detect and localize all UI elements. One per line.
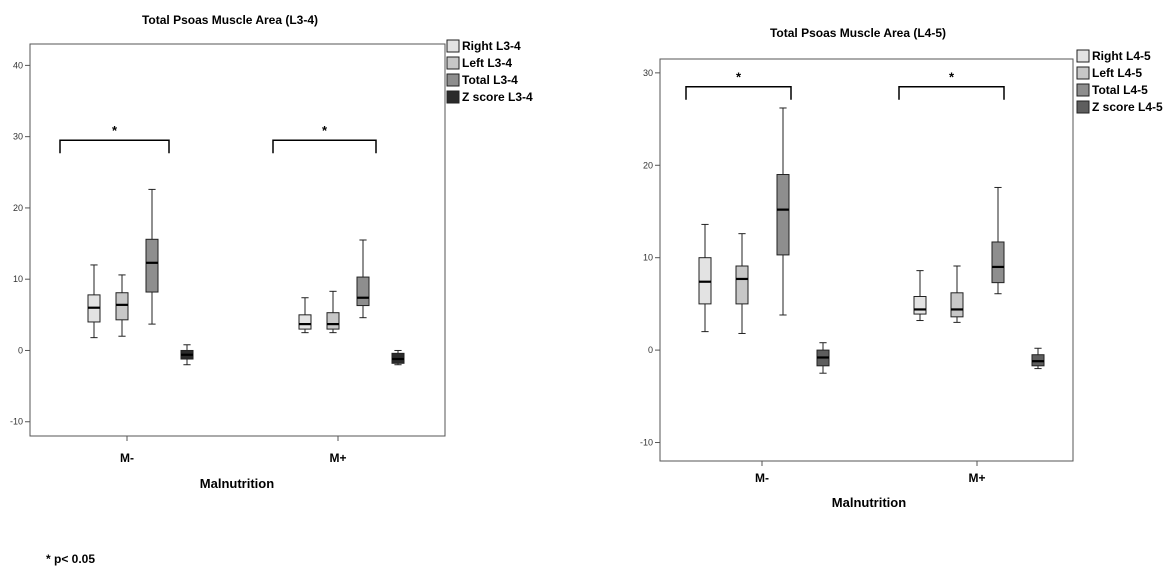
significance-bracket (272, 139, 377, 154)
y-tick-label: -10 (640, 438, 653, 448)
box (326, 312, 340, 330)
y-tick-label: 10 (643, 253, 653, 263)
y-tick-label: 0 (648, 345, 653, 355)
y-tick-label: 20 (13, 203, 23, 213)
significance-marker: * (322, 123, 328, 138)
box (735, 265, 749, 305)
box (356, 276, 370, 307)
legend-label: Left L4-5 (1092, 66, 1142, 80)
y-tick-label: 0 (18, 345, 23, 355)
y-tick-label: 30 (13, 132, 23, 142)
legend-swatch (446, 73, 460, 87)
x-tick-label: M+ (329, 451, 346, 465)
box (298, 314, 312, 330)
legend-label: Right L3-4 (462, 39, 521, 53)
box (776, 174, 790, 256)
x-tick-label: M- (120, 451, 134, 465)
y-tick-label: 30 (643, 68, 653, 78)
box (950, 292, 964, 318)
legend-label: Total L3-4 (462, 73, 518, 87)
significance-footnote: * p< 0.05 (46, 552, 96, 566)
legend-label: Total L4-5 (1092, 83, 1148, 97)
x-tick-label: M- (755, 471, 769, 485)
y-tick-label: -10 (10, 417, 23, 427)
legend-swatch (1076, 100, 1090, 114)
plot-area (659, 58, 1074, 462)
significance-marker: * (949, 70, 955, 85)
chart-title: Total Psoas Muscle Area (L3-4) (142, 13, 318, 27)
legend-swatch (446, 39, 460, 53)
box (145, 238, 159, 293)
significance-marker: * (112, 123, 118, 138)
y-tick-label: 20 (643, 160, 653, 170)
x-axis-label: Malnutrition (200, 476, 274, 491)
significance-bracket (898, 85, 1005, 100)
box (991, 241, 1005, 284)
x-axis-label: Malnutrition (832, 495, 906, 510)
significance-bracket (685, 85, 792, 100)
chart-2: Total Psoas Muscle Area (L4-5) -10 0 10 20 30… (640, 26, 1163, 510)
legend-label: Z score L3-4 (462, 90, 533, 104)
significance-bracket (59, 139, 170, 154)
x-tick-label: M+ (968, 471, 985, 485)
y-tick-label: 10 (13, 274, 23, 284)
plot-area (29, 43, 446, 437)
legend-label: Right L4-5 (1092, 49, 1151, 63)
legend-swatch (1076, 66, 1090, 80)
legend-swatch (446, 56, 460, 70)
legend-label: Left L3-4 (462, 56, 512, 70)
legend-swatch (1076, 49, 1090, 63)
chart-1: Total Psoas Muscle Area (L3-4) -10 0 10 20 30… (10, 13, 533, 491)
box (913, 296, 927, 315)
legend-swatch (1076, 83, 1090, 97)
box (115, 292, 129, 321)
chart-title: Total Psoas Muscle Area (L4-5) (770, 26, 946, 40)
legend-label: Z score L4-5 (1092, 100, 1163, 114)
significance-marker: * (736, 70, 742, 85)
legend-swatch (446, 90, 460, 104)
y-tick-label: 40 (13, 60, 23, 70)
